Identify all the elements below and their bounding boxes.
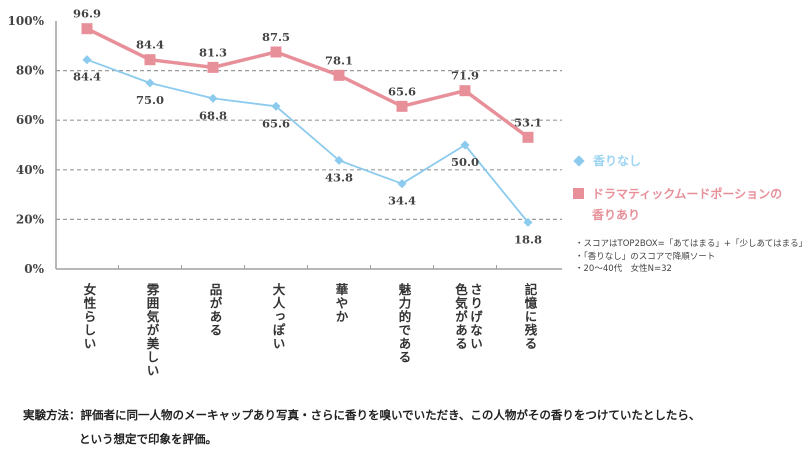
square-marker [396,100,408,112]
series-markers [81,23,534,227]
note-line: ・「香りなし」のスコアで降順ソート [575,251,716,262]
data-label: 50.0 [451,155,479,169]
y-tick-label: 40% [16,163,45,177]
square-marker [81,23,93,35]
x-category-label: 大人っぽい [270,283,286,351]
square-marker [270,46,282,58]
x-category-label: 記憶に残る [522,283,538,351]
legend-label: 香りなし [593,154,642,168]
data-label: 71.9 [451,69,479,83]
y-tick-label: 20% [16,212,45,226]
data-label: 34.4 [388,194,416,208]
method-line2: という想定で印象を評価。 [79,432,217,446]
square-marker [522,131,534,143]
square-marker [459,85,471,97]
legend-label-line2: 香りあり [592,208,641,222]
legend-item-with-scent: ドラマティックムードポーションの 香りあり [573,184,782,226]
y-tick-label: 60% [16,113,45,127]
data-label: 53.1 [514,115,542,129]
series-lines [86,27,530,223]
data-label: 84.4 [136,38,164,52]
series-line-no-scent [86,58,529,223]
data-labels: 84.4 75.0 68.8 65.6 43.8 34.4 50.0 18.8 96.9 84.4… [73,7,542,247]
note-line: ・20～40代 女性N=32 [575,264,672,274]
axes [55,21,562,270]
diamond-marker [271,101,281,111]
legend-item-no-scent: 香りなし [573,152,641,169]
data-label: 43.8 [325,170,353,184]
y-tick-label: 80% [16,64,45,78]
diamond-marker [397,179,407,189]
square-marker [333,69,345,81]
x-category-label: 女性らしい [81,283,97,351]
method-description: 実験方法：評価者に同一人物のメーキャップあり写真・さらに香りを嗅いでいただき、こ… [23,403,700,451]
data-label: 96.9 [73,7,101,21]
data-label: 18.8 [514,232,542,246]
diamond-marker [145,78,155,88]
series-line-with-scent [86,27,530,139]
x-category-label: さりげない 色気がある [453,283,483,351]
square-marker-icon [573,188,584,199]
data-label: 81.3 [199,45,227,59]
chart-notes: ・スコアはTOP2BOX=「あてはまる」+「少しあてはまる」 ・「香りなし」のス… [575,238,807,276]
y-tick-label: 100% [8,14,45,28]
note-line: ・スコアはTOP2BOX=「あてはまる」+「少しあてはまる」 [575,239,808,249]
y-tick-label: 0% [24,262,44,276]
x-category-label: 品がある [207,283,223,337]
x-category-label: 魅力的である [396,283,412,364]
data-label: 68.8 [199,108,227,122]
diamond-marker-icon [573,155,585,167]
x-category-label: 華やか [333,283,349,324]
diamond-marker [208,93,218,103]
square-marker [144,54,156,66]
x-category-label: 雰囲気が美しい [144,283,160,378]
data-label: 65.6 [262,116,290,130]
gridlines [56,69,562,220]
y-tick-labels: 0% 20% 40% 60% 80% 100% [8,14,45,276]
data-label: 84.4 [73,70,101,84]
square-marker [207,61,219,73]
data-label: 78.1 [325,53,353,67]
data-label: 65.6 [388,84,416,98]
legend-label-line1: ドラマティックムードポーションの [592,187,783,201]
data-label: 87.5 [262,30,290,44]
data-label: 75.0 [136,93,164,107]
method-line1: 実験方法：評価者に同一人物のメーキャップあり写真・さらに香りを嗅いでいただき、こ… [23,408,701,422]
diamond-marker [82,55,92,65]
